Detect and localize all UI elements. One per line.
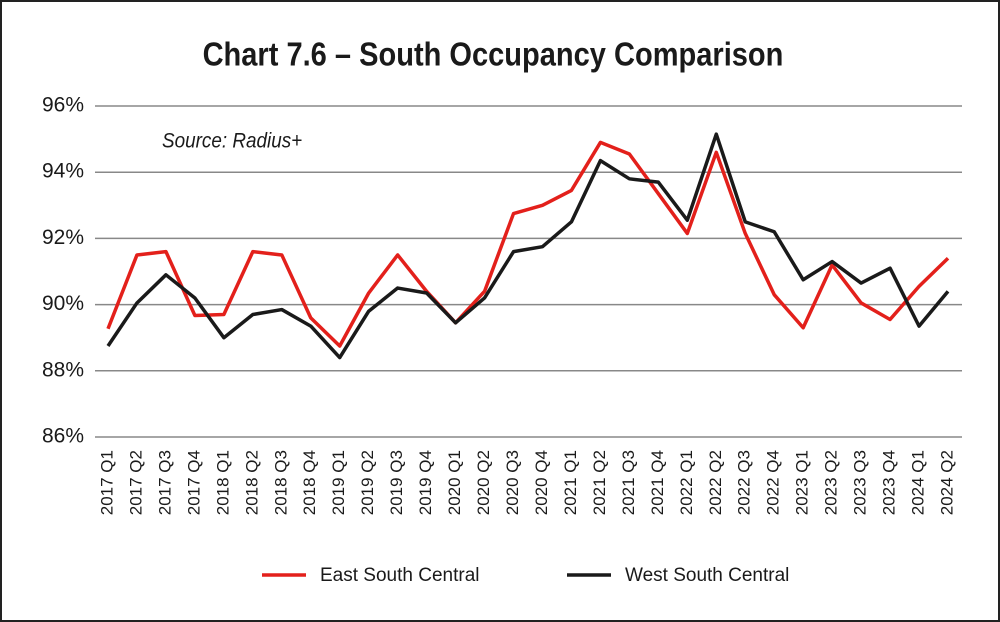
y-tick-label: 94% [42, 160, 84, 183]
y-tick-label: 90% [42, 292, 84, 315]
x-tick-label: 2017 Q3 [155, 450, 174, 515]
x-tick-label: 2017 Q1 [97, 450, 116, 515]
x-tick-label: 2021 Q3 [619, 450, 638, 515]
x-tick-label: 2024 Q2 [937, 450, 956, 515]
annotation: Source: Radius+ [162, 130, 302, 153]
x-tick-label: 2023 Q4 [880, 450, 899, 515]
x-tick-label: 2024 Q1 [909, 450, 928, 515]
x-tick-label: 2019 Q1 [329, 450, 348, 515]
x-tick-label: 2021 Q4 [648, 450, 667, 515]
x-tick-label: 2023 Q3 [851, 450, 870, 515]
y-tick-label: 86% [42, 425, 84, 448]
x-tick-label: 2021 Q2 [590, 450, 609, 515]
chart-title: Chart 7.6 – South Occupancy Comparison [203, 36, 784, 73]
x-tick-label: 2018 Q3 [271, 450, 290, 515]
x-tick-label: 2020 Q3 [503, 450, 522, 515]
x-tick-label: 2022 Q1 [677, 450, 696, 515]
x-tick-label: 2020 Q2 [474, 450, 493, 515]
x-tick-label: 2023 Q2 [822, 450, 841, 515]
x-tick-label: 2018 Q2 [242, 450, 261, 515]
x-tick-label: 2023 Q1 [793, 450, 812, 515]
y-tick-label: 96% [42, 94, 84, 117]
x-tick-label: 2020 Q1 [445, 450, 464, 515]
x-tick-label: 2019 Q4 [416, 450, 435, 515]
x-tick-label: 2022 Q2 [706, 450, 725, 515]
x-tick-label: 2017 Q2 [126, 450, 145, 515]
x-tick-label: 2018 Q4 [300, 450, 319, 515]
x-tick-label: 2018 Q1 [213, 450, 232, 515]
legend-label: East South Central [320, 565, 479, 586]
x-tick-label: 2019 Q3 [387, 450, 406, 515]
x-tick-label: 2017 Q4 [184, 450, 203, 515]
x-tick-label: 2021 Q1 [561, 450, 580, 515]
x-tick-label: 2020 Q4 [532, 450, 551, 515]
x-tick-label: 2019 Q2 [358, 450, 377, 515]
x-tick-label: 2022 Q3 [735, 450, 754, 515]
series-line [106, 140, 950, 348]
y-tick-label: 88% [42, 358, 84, 381]
y-tick-label: 92% [42, 226, 84, 249]
legend-label: West South Central [625, 565, 789, 586]
x-tick-label: 2022 Q4 [764, 450, 783, 515]
series-line [106, 132, 950, 360]
